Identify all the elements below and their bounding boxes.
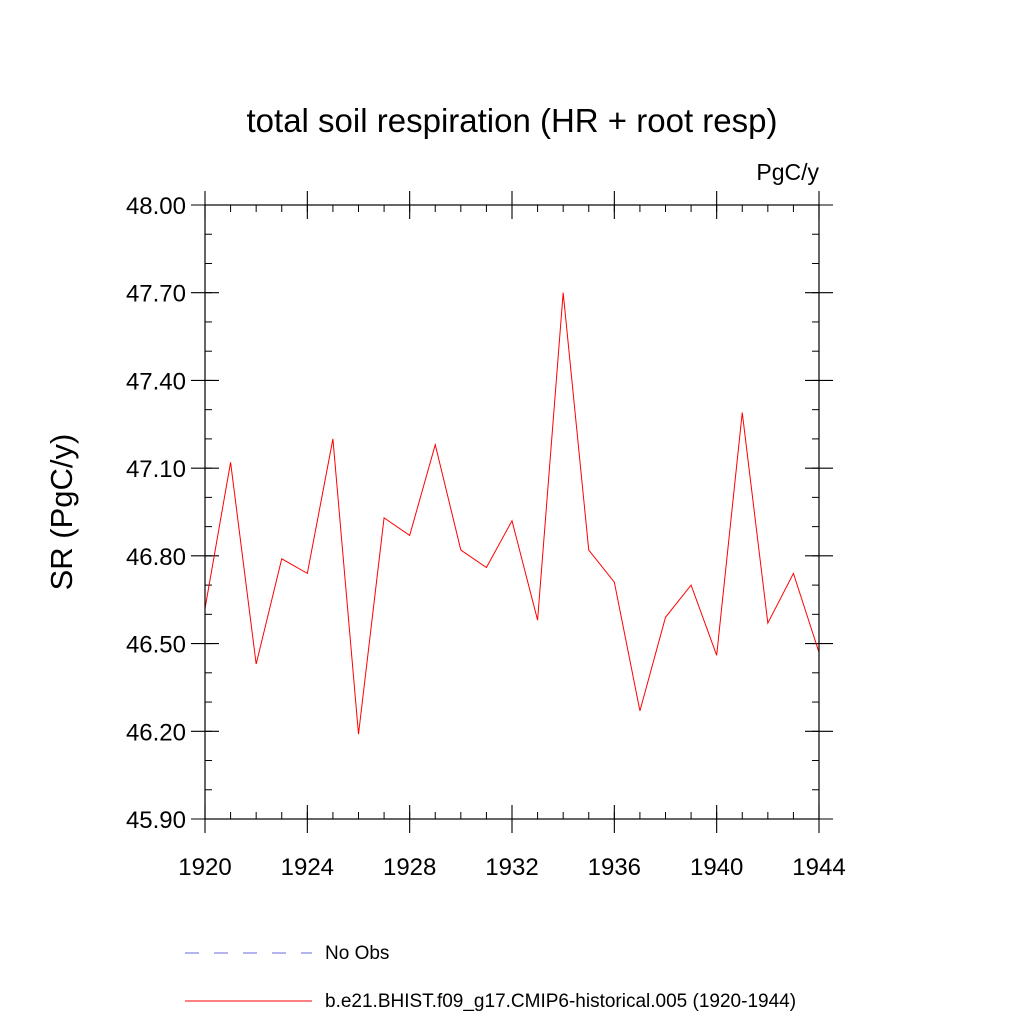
y-tick-label: 47.10 (126, 456, 186, 483)
x-tick-label: 1928 (383, 854, 436, 881)
x-tick-label: 1920 (178, 854, 231, 881)
x-tick-labels: 1920 1924 1928 1932 1936 1940 1944 (178, 854, 845, 881)
y-axis-label: SR (PgC/y) (44, 434, 79, 591)
series-line (204, 292, 820, 735)
x-tick-label: 1924 (281, 854, 334, 881)
legend-label-no-obs: No Obs (325, 943, 389, 964)
series-group (204, 292, 820, 735)
y-tick-label: 46.20 (126, 719, 186, 746)
units-label: PgC/y (756, 159, 819, 185)
y-tick-label: 46.50 (126, 632, 186, 659)
x-tick-label: 1940 (690, 854, 743, 881)
chart-title: total soil respiration (HR + root resp) (247, 102, 778, 139)
y-tick-label: 46.80 (126, 544, 186, 571)
y-tick-label: 48.00 (126, 193, 186, 220)
x-tick-label: 1936 (588, 854, 641, 881)
plot-frame (204, 204, 820, 820)
major-ticks (191, 191, 833, 833)
y-tick-label: 47.40 (126, 368, 186, 395)
y-tick-label: 47.70 (126, 281, 186, 308)
x-tick-label: 1932 (485, 854, 538, 881)
y-tick-labels: 45.90 46.20 46.50 46.80 47.10 47.40 47.70 48.00 (126, 193, 186, 834)
y-tick-label: 45.90 (126, 807, 186, 834)
legend-label-historical: b.e21.BHIST.f09_g17.CMIP6-historical.005… (325, 991, 796, 1012)
legend: No Obs b.e21.BHIST.f09_g17.CMIP6-histori… (185, 943, 796, 1012)
minor-ticks (204, 204, 820, 820)
x-tick-label: 1944 (792, 854, 845, 881)
